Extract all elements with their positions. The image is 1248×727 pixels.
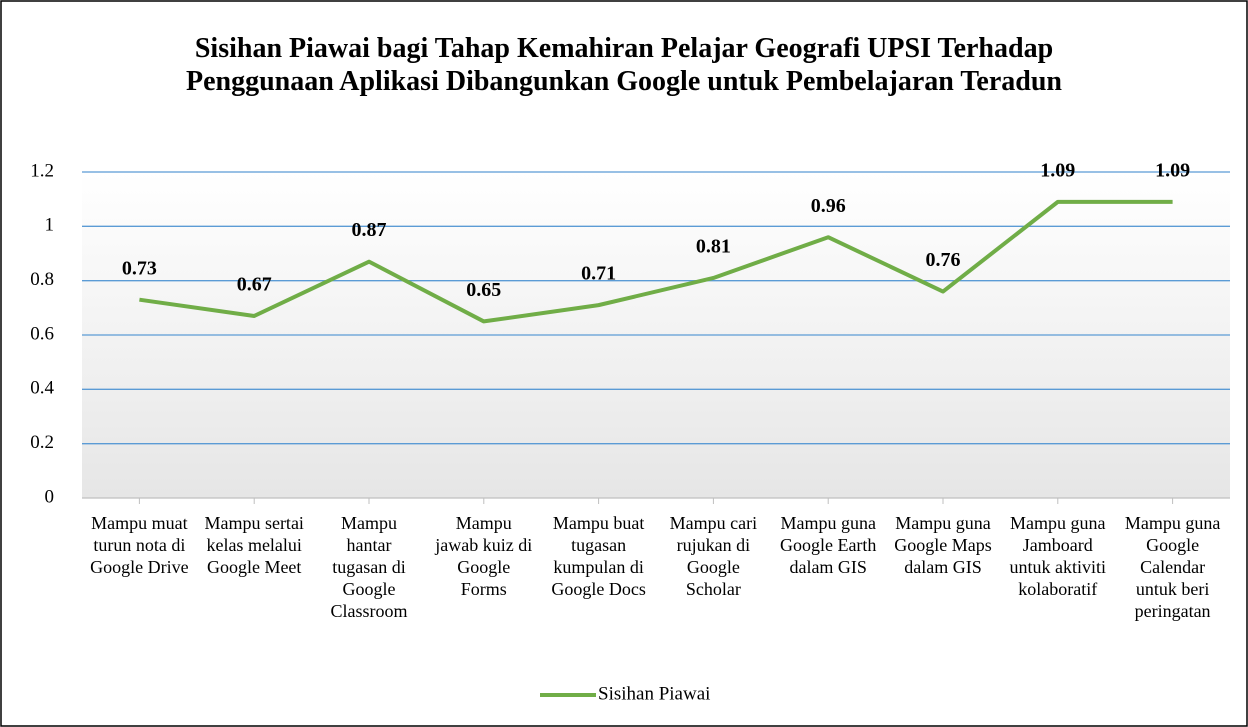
x-tick-label: Mampu guna Google Calendar untuk beri pe… bbox=[1124, 513, 1221, 621]
data-label: 0.81 bbox=[696, 236, 731, 258]
legend-label: Sisihan Piawai bbox=[598, 683, 710, 704]
x-tick-label: Mampu cari rujukan di Google Scholar bbox=[669, 513, 758, 599]
chart-title: Sisihan Piawai bagi Tahap Kemahiran Pela… bbox=[185, 33, 1063, 97]
y-tick-label: 0 bbox=[45, 486, 55, 507]
data-label: 1.09 bbox=[1040, 159, 1075, 181]
y-tick-label: 1.2 bbox=[30, 160, 54, 181]
data-label: 0.96 bbox=[811, 195, 846, 217]
x-tick-label: Mampu hantar tugasan di Google Classroom bbox=[330, 513, 408, 621]
x-tick-label: Mampu guna Google Earth dalam GIS bbox=[779, 513, 877, 577]
x-tick-label: Mampu guna Jamboard untuk aktiviti kolab… bbox=[1009, 513, 1107, 599]
x-tick-label: Mampu muat turun nota di Google Drive bbox=[90, 513, 189, 577]
x-tick-label: Mampu sertai kelas melalui Google Meet bbox=[204, 513, 304, 577]
data-label: 1.09 bbox=[1155, 159, 1190, 181]
data-label: 0.87 bbox=[352, 219, 387, 241]
data-label: 0.76 bbox=[926, 249, 961, 271]
y-tick-label: 1 bbox=[45, 215, 55, 236]
y-tick-label: 0.4 bbox=[30, 378, 54, 399]
y-tick-label: 0.6 bbox=[30, 323, 54, 344]
y-tick-label: 0.8 bbox=[30, 269, 54, 290]
data-label: 0.73 bbox=[122, 257, 157, 279]
data-line bbox=[139, 199, 1173, 324]
y-tick-label: 0.2 bbox=[30, 432, 54, 453]
data-label: 0.71 bbox=[581, 263, 616, 285]
x-tick-label: Mampu buat tugasan kumpulan di Google Do… bbox=[551, 513, 646, 599]
x-tick-label: Mampu jawab kuiz di Google Forms bbox=[435, 513, 533, 599]
data-label: 0.65 bbox=[466, 279, 501, 301]
x-tick-label: Mampu guna Google Maps dalam GIS bbox=[894, 513, 992, 577]
data-label: 0.67 bbox=[237, 274, 272, 296]
